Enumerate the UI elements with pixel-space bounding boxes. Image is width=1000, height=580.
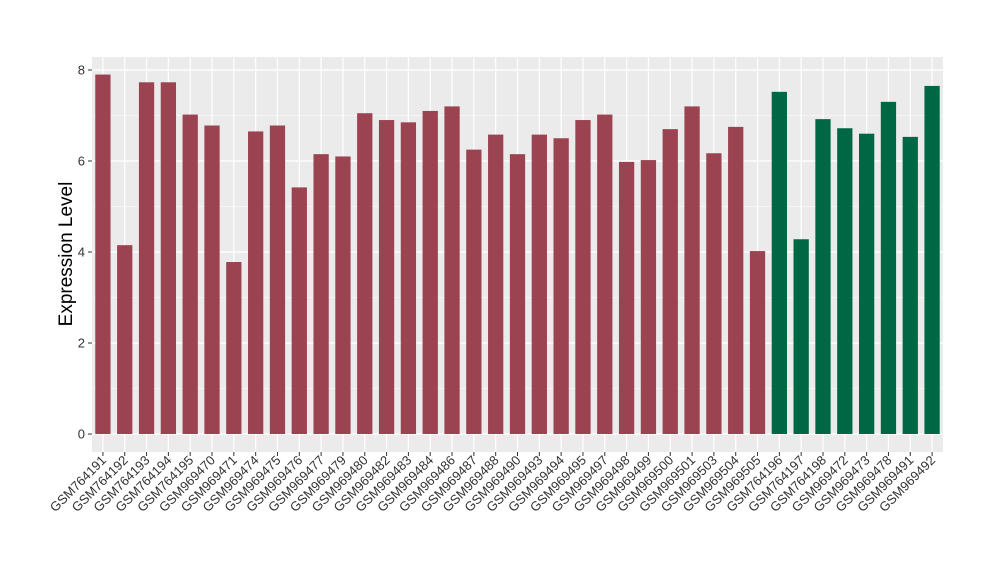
bar-GSM969498 [618,161,635,434]
bar-GSM969486 [444,106,460,435]
bar-GSM969477 [313,154,329,435]
bar-GSM969499 [640,160,657,434]
bar-GSM969483 [400,122,417,434]
bar-GSM764194 [160,82,177,434]
bar-GSM969471 [226,262,242,434]
bar-GSM764193 [138,82,155,434]
bar-GSM969495 [575,120,591,435]
bar-GSM764198 [815,119,831,434]
bar-GSM764191 [95,74,111,435]
bar-GSM969504 [728,126,744,434]
bar-GSM969470 [204,125,220,434]
x-axis: GSM764191GSM764192GSM764193GSM764194GSM7… [47,452,938,515]
bar-GSM969484 [422,110,438,434]
bar-GSM969479 [335,156,351,434]
bars [95,74,940,435]
y-tick-label: 4 [78,245,85,260]
bar-GSM969472 [837,128,853,435]
bar-GSM969493 [531,134,547,435]
bar-GSM969476 [291,187,307,434]
bar-GSM969478 [880,101,897,434]
bar-GSM969488 [488,134,504,435]
bar-GSM969480 [357,113,373,434]
bar-GSM969490 [509,154,526,435]
bar-GSM969494 [553,138,569,434]
bar-GSM969474 [248,131,264,435]
bar-GSM764192 [117,245,133,434]
y-axis-title: Expression Level [56,182,77,327]
bar-GSM969475 [269,125,286,434]
bar-GSM969500 [662,129,678,434]
y-tick-label: 6 [78,154,85,169]
bar-GSM969473 [858,133,875,434]
bar-GSM969497 [597,114,613,434]
bar-GSM969503 [706,153,722,434]
bar-GSM969492 [924,85,940,435]
y-tick-label: 8 [78,63,85,78]
bar-GSM969482 [378,120,395,435]
y-tick-label: 0 [78,427,85,442]
bar-GSM969505 [749,251,766,434]
y-tick-label: 2 [78,336,85,351]
bar-GSM764197 [793,239,809,434]
bar-GSM764195 [182,114,198,434]
y-axis: 0 2 4 6 8 [78,63,92,442]
bar-GSM969501 [684,106,700,435]
bar-GSM969487 [466,149,482,434]
bar-GSM764196 [771,91,787,434]
bar-GSM969491 [902,136,918,434]
